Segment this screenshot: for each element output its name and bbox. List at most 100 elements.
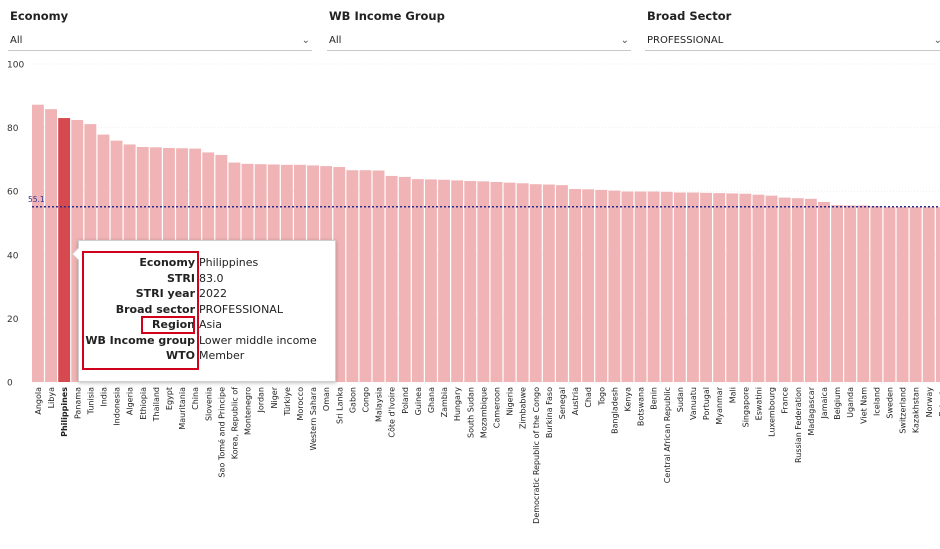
x-tick-label: Austria — [571, 387, 580, 415]
bar — [385, 175, 398, 382]
bar — [58, 118, 71, 382]
income-select[interactable]: All ⌄ — [327, 31, 631, 51]
chevron-down-icon[interactable]: ⌄ — [933, 35, 940, 46]
chevron-down-icon[interactable]: ⌄ — [620, 35, 629, 46]
bar — [503, 182, 516, 382]
sector-filter: Broad Sector — [647, 8, 731, 24]
x-tick-label: Myanmar — [715, 386, 724, 424]
tooltip-row-economy: Economy Philippines — [79, 255, 335, 270]
tooltip-value: 2022 — [199, 287, 227, 300]
bar — [451, 180, 464, 382]
tooltip-key: WB Income group — [85, 334, 195, 347]
tooltip-key: STRI year — [135, 287, 195, 300]
tooltip-key: Economy — [139, 256, 195, 269]
bar — [726, 193, 739, 382]
tooltip-value: Asia — [199, 318, 223, 331]
x-tick-label: Montenegro — [244, 387, 253, 435]
bar — [883, 207, 896, 382]
bar — [778, 197, 791, 382]
bar — [477, 181, 490, 382]
x-tick-label: Benin — [650, 387, 659, 410]
tooltip-row-broad-sector: Broad sector PROFESSIONAL — [79, 302, 335, 317]
x-tick-label: Malaysia — [375, 387, 384, 422]
x-tick-label: Türkiye — [283, 387, 292, 417]
tooltip-arrow-fill — [73, 247, 80, 261]
x-tick-label: Mauritania — [178, 387, 187, 430]
sector-select-value: PROFESSIONAL — [647, 35, 724, 46]
x-tick-label: China — [191, 387, 200, 410]
bar — [752, 194, 765, 382]
x-tick-label: Vanuatu — [689, 387, 698, 420]
x-tick-label: Switzerland — [899, 387, 908, 434]
sector-select[interactable]: PROFESSIONAL ⌄ — [645, 31, 940, 51]
tooltip-value: PROFESSIONAL — [199, 303, 283, 316]
x-tick-label: Central African Republic — [663, 387, 672, 483]
income-select-value: All — [329, 35, 342, 46]
bar — [438, 179, 450, 382]
tooltip-row-region: Region Asia — [79, 317, 335, 332]
tooltip-row-stri-year: STRI year 2022 — [79, 286, 335, 301]
x-tick-label: South Sudan — [466, 387, 475, 438]
x-tick-label: Belgium — [833, 387, 842, 420]
x-tick-label: Portugal — [702, 387, 711, 420]
tooltip-key: Region — [152, 318, 195, 331]
tooltip-value: Lower middle income — [199, 334, 317, 347]
chevron-down-icon[interactable]: ⌄ — [301, 35, 310, 46]
tooltip-key: Broad sector — [115, 303, 195, 316]
x-tick-label: Korea, Republic of — [230, 387, 239, 459]
bar — [411, 179, 424, 382]
bar — [896, 207, 909, 382]
tooltip-row-income-group: WB Income group Lower middle income — [79, 333, 335, 348]
bar — [634, 191, 647, 382]
income-filter: WB Income Group — [329, 8, 445, 24]
x-tick-label: Togo — [597, 387, 606, 407]
x-tick-label: France — [781, 387, 790, 414]
bar — [857, 205, 870, 382]
average-label: 55.1 — [28, 195, 45, 204]
x-tick-label: Burkina Faso — [545, 387, 554, 438]
y-tick-label: 40 — [7, 251, 19, 261]
bar — [542, 184, 555, 382]
x-tick-label: Senegal — [558, 387, 567, 419]
x-tick-label: Kazakhstan — [912, 387, 921, 433]
x-tick-label: Jordan — [257, 387, 266, 413]
x-tick-label: Zambia — [440, 387, 449, 417]
bar — [713, 193, 726, 382]
x-tick-label: India — [99, 387, 108, 407]
bar — [333, 167, 346, 382]
tooltip-row-wto: WTO Member — [79, 348, 335, 363]
x-tick-label: Mali — [728, 387, 737, 403]
bar — [582, 189, 595, 382]
bar — [490, 181, 503, 382]
y-tick-label: 100 — [7, 61, 24, 71]
bar — [831, 205, 843, 382]
x-tick-label: Angola — [34, 387, 43, 415]
x-tick-label: Poland — [401, 387, 410, 414]
tooltip: Economy Philippines STRI 83.0 STRI year … — [72, 240, 336, 382]
x-tick-label: Sweden — [885, 387, 894, 419]
x-tick-label: Cameroon — [492, 387, 501, 428]
x-tick-label: Chad — [584, 387, 593, 408]
bar — [935, 207, 940, 382]
x-tick-label: Iceland — [872, 387, 881, 416]
x-tick-label: Ghana — [427, 387, 436, 413]
x-tick-label: Congo — [361, 387, 370, 413]
bar — [739, 193, 752, 382]
x-tick-label: Niger — [270, 386, 279, 408]
bar — [346, 170, 359, 382]
x-tick-label: Uganda — [846, 387, 855, 418]
bar — [516, 183, 529, 382]
bar — [870, 206, 883, 382]
bar — [660, 191, 673, 382]
bar — [922, 207, 935, 382]
x-tick-label: Philippines — [60, 387, 69, 437]
tooltip-value: Member — [199, 349, 245, 362]
x-tick-label: Egypt — [165, 387, 174, 410]
x-tick-label: Madagascar — [807, 386, 816, 435]
bar — [372, 170, 385, 382]
bar — [700, 192, 712, 382]
economy-select[interactable]: All ⌄ — [8, 31, 312, 51]
x-tick-label: Botswana — [637, 387, 646, 426]
x-tick-label: Hungary — [453, 387, 462, 421]
bar — [569, 188, 581, 382]
